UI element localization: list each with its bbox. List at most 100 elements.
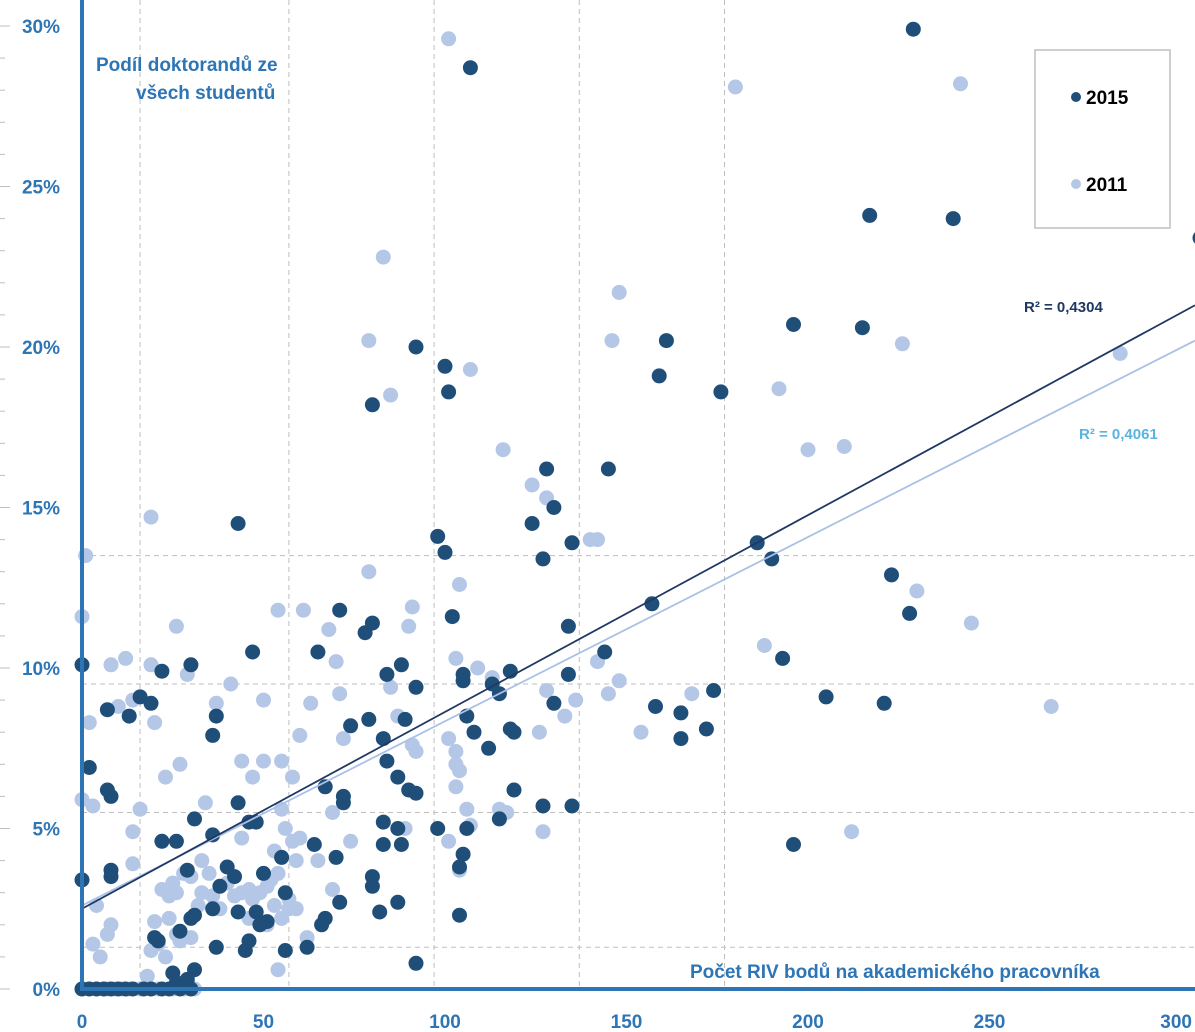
point-2015 <box>408 785 424 801</box>
point-2011 <box>85 936 101 952</box>
point-2015 <box>390 894 406 910</box>
point-2011 <box>441 731 457 747</box>
point-2015 <box>332 894 348 910</box>
point-2011 <box>118 650 134 666</box>
point-2015 <box>466 724 482 740</box>
point-2011 <box>103 657 119 673</box>
x-axis-title: Počet RIV bodů na akademického pracovník… <box>690 962 1100 983</box>
point-2015 <box>698 721 714 737</box>
point-2015 <box>259 914 275 930</box>
point-2011 <box>375 249 391 265</box>
point-2015 <box>143 695 159 711</box>
point-2015 <box>121 708 137 724</box>
point-2011 <box>234 830 250 846</box>
point-2011 <box>963 615 979 631</box>
point-2011 <box>256 753 271 769</box>
point-2015 <box>535 798 551 814</box>
point-2015 <box>560 618 576 634</box>
point-2015 <box>862 207 878 223</box>
y-tick-label: 25% <box>22 178 60 199</box>
point-2015 <box>452 907 467 923</box>
point-2015 <box>208 939 224 955</box>
point-2015 <box>183 657 199 673</box>
point-2015 <box>644 596 660 612</box>
x-tick-label: 150 <box>611 1012 643 1032</box>
y-tick-label: 15% <box>22 499 60 520</box>
point-2011 <box>143 509 159 525</box>
point-2011 <box>383 679 399 695</box>
point-2015 <box>786 317 801 332</box>
point-2011 <box>332 686 348 702</box>
trendline-2015-r2-label: R² = 0,4304 <box>1024 299 1103 316</box>
point-2011 <box>132 801 148 817</box>
point-2015 <box>245 644 261 660</box>
point-2011 <box>909 583 925 599</box>
point-2011 <box>270 962 286 978</box>
x-tick-label: 200 <box>792 1012 824 1032</box>
point-2015 <box>560 666 576 682</box>
point-2011 <box>183 930 199 946</box>
point-2015 <box>673 731 689 747</box>
point-2015 <box>364 869 380 885</box>
point-2015 <box>256 865 271 881</box>
point-2011 <box>633 724 649 740</box>
x-tick-label: 300 <box>1160 1012 1192 1032</box>
point-2011 <box>321 622 337 637</box>
point-2015 <box>357 625 373 641</box>
point-2015 <box>390 769 406 785</box>
point-2011 <box>568 692 584 708</box>
point-2011 <box>281 901 297 917</box>
point-2011 <box>459 801 475 817</box>
point-2011 <box>495 442 511 458</box>
point-2015 <box>441 384 457 400</box>
trendline-2015 <box>81 304 1195 910</box>
point-2011 <box>161 910 177 926</box>
point-2011 <box>1043 699 1059 714</box>
point-2011 <box>611 284 627 300</box>
point-2015 <box>379 666 395 682</box>
point-2015 <box>775 650 791 666</box>
point-2011 <box>328 654 344 670</box>
point-2011 <box>223 676 239 692</box>
point-2015 <box>491 811 507 827</box>
point-2011 <box>81 715 97 731</box>
point-2015 <box>539 461 555 477</box>
point-2015 <box>154 833 170 849</box>
point-2015 <box>343 718 359 734</box>
y-tick-label: 5% <box>33 820 61 841</box>
point-2011 <box>168 885 184 901</box>
point-2011 <box>270 865 286 881</box>
point-2011 <box>125 824 141 840</box>
point-2011 <box>143 657 159 673</box>
trendline-2011 <box>81 339 1195 907</box>
point-2015 <box>444 609 460 625</box>
point-2011 <box>139 968 155 984</box>
point-2015 <box>103 788 119 804</box>
point-2015 <box>430 528 446 544</box>
point-2015 <box>277 885 293 901</box>
point-2015 <box>248 904 264 920</box>
point-2011 <box>343 833 359 849</box>
point-2015 <box>713 384 729 400</box>
legend-marker-2011 <box>1071 179 1081 189</box>
point-2015 <box>945 211 961 227</box>
x-tick-label: 100 <box>429 1012 461 1032</box>
point-2011 <box>172 756 188 772</box>
point-2011 <box>99 926 115 942</box>
point-2015 <box>372 904 388 920</box>
point-2011 <box>201 865 217 881</box>
x-tick-label: 0 <box>77 1012 88 1032</box>
point-2015 <box>600 461 616 477</box>
point-2011 <box>953 76 968 92</box>
point-2011 <box>256 692 271 708</box>
point-2011 <box>168 618 184 634</box>
point-2015 <box>546 695 562 711</box>
point-2011 <box>85 798 101 814</box>
x-tick-label: 250 <box>974 1012 1006 1032</box>
point-2015 <box>818 689 834 705</box>
point-2011 <box>194 853 210 869</box>
trendlines <box>81 304 1195 910</box>
point-2015 <box>786 837 801 852</box>
point-2015 <box>854 320 870 336</box>
